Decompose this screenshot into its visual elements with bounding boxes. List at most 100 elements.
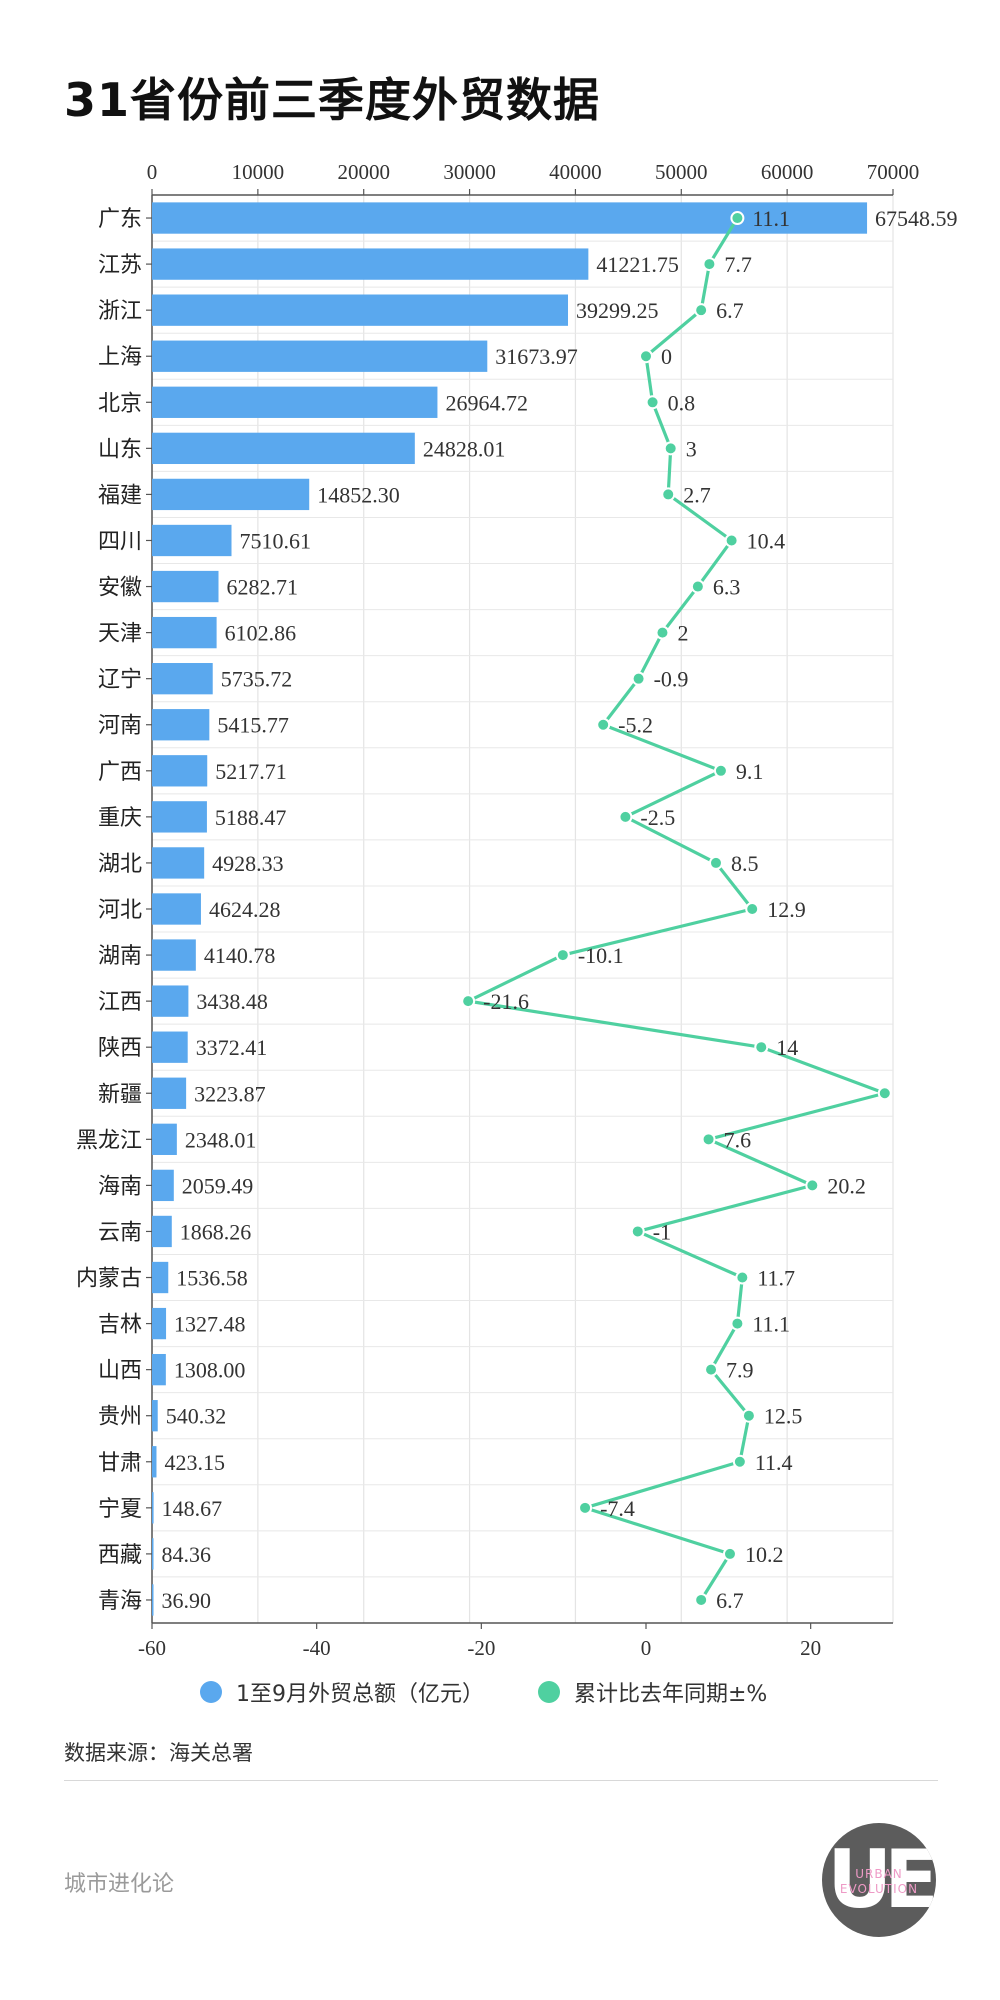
category-label: 山西: [98, 1359, 142, 1384]
bar: [152, 985, 189, 1017]
logo-line2: EVOLUTION: [839, 1882, 919, 1896]
bottom-axis-tick-label: -40: [303, 1636, 331, 1660]
bar-value-label: 3438.48: [196, 989, 268, 1014]
chart-title: 31省份前三季度外贸数据: [64, 73, 601, 127]
top-axis-tick-label: 10000: [232, 160, 285, 184]
bar-value-label: 26964.72: [445, 390, 527, 415]
bar: [152, 939, 196, 971]
category-label: 贵州: [98, 1405, 142, 1430]
category-label: 青海: [98, 1589, 142, 1614]
data-source: 数据来源：海关总署: [64, 1741, 253, 1765]
growth-point: [661, 487, 676, 502]
category-label: 北京: [98, 391, 142, 416]
growth-value-label: 2.7: [683, 482, 711, 507]
bar: [152, 1584, 154, 1616]
growth-point: [655, 625, 670, 640]
growth-value-label: 6.7: [716, 1588, 744, 1613]
growth-value-label: -2.5: [640, 805, 675, 830]
bar: [152, 847, 205, 879]
legend-item-line[interactable]: 累计比去年同期±%: [538, 1676, 767, 1708]
bar-value-label: 1308.00: [174, 1358, 246, 1383]
growth-point: [694, 1592, 709, 1607]
bar-value-label: 4140.78: [204, 943, 276, 968]
category-label: 甘肃: [98, 1451, 142, 1476]
growth-value-label: 7.7: [724, 252, 752, 277]
bar-value-label: 67548.59: [875, 206, 958, 231]
bar: [152, 893, 201, 925]
category-label: 重庆: [98, 806, 142, 831]
bar-value-label: 14852.30: [317, 482, 400, 507]
growth-value-label: -5.2: [618, 713, 653, 738]
category-label: 云南: [98, 1220, 142, 1245]
bar: [152, 248, 589, 280]
growth-point: [724, 533, 739, 548]
growth-point: [630, 1224, 645, 1239]
growth-point: [732, 1454, 747, 1469]
bar-value-label: 5735.72: [221, 667, 292, 692]
category-label: 辽宁: [98, 668, 142, 693]
category-label: 江西: [98, 990, 142, 1015]
logo: UE URBAN EVOLUTION: [822, 1823, 936, 1937]
bottom-axis-tick-label: 20: [800, 1636, 821, 1660]
bar: [152, 1307, 167, 1340]
category-label: 福建: [98, 483, 142, 508]
growth-point: [722, 1546, 737, 1561]
growth-value-label: 12.9: [767, 897, 806, 922]
bar-value-label: 148.67: [162, 1496, 223, 1521]
bar: [152, 524, 232, 557]
growth-point: [555, 948, 570, 963]
growth-value-label: 8.5: [731, 851, 759, 876]
growth-value-label: 0: [661, 344, 672, 369]
category-label: 黑龙江: [76, 1128, 142, 1153]
growth-point: [618, 809, 633, 824]
growth-point: [690, 579, 705, 594]
legend: 1至9月外贸总额（亿元） 累计比去年同期±%: [200, 1676, 821, 1708]
growth-value-label: -0.9: [654, 667, 689, 692]
growth-value-label: 0.8: [668, 390, 696, 415]
growth-value-label: 12.5: [764, 1404, 803, 1429]
category-label: 山东: [98, 437, 142, 462]
top-axis-tick-label: 50000: [655, 160, 708, 184]
category-label: 海南: [98, 1174, 142, 1199]
growth-value-label: 7.6: [724, 1127, 752, 1152]
growth-point: [596, 717, 611, 732]
category-label: 西藏: [98, 1543, 142, 1568]
growth-value-label: -7.4: [600, 1496, 635, 1521]
growth-point: [735, 1270, 750, 1285]
legend-label-bar: 1至9月外贸总额（亿元）: [236, 1682, 484, 1707]
growth-point: [713, 763, 728, 778]
growth-point: [639, 349, 653, 364]
growth-point: [708, 855, 723, 870]
category-label: 陕西: [98, 1036, 142, 1061]
growth-value-label: 7.9: [726, 1358, 754, 1383]
bar: [152, 1492, 154, 1524]
growth-point: [754, 1040, 769, 1055]
bar: [152, 755, 208, 787]
bar: [152, 801, 207, 833]
growth-point: [645, 395, 660, 410]
top-axis-tick-label: 30000: [443, 160, 496, 184]
category-label: 上海: [98, 345, 142, 370]
bottom-axis-tick-label: -20: [467, 1636, 495, 1660]
bar-value-label: 3223.87: [194, 1081, 265, 1106]
top-axis-tick-label: 40000: [549, 160, 602, 184]
growth-point: [805, 1178, 820, 1193]
growth-point: [702, 257, 717, 272]
bar: [152, 1215, 172, 1248]
bar: [152, 1077, 187, 1109]
bar: [152, 1261, 169, 1294]
bar-value-label: 6282.71: [227, 575, 298, 600]
bar-value-label: 2059.49: [182, 1173, 254, 1198]
footer-divider: [64, 1780, 938, 1781]
bar: [152, 1538, 154, 1570]
category-label: 吉林: [98, 1313, 142, 1338]
category-label: 浙江: [98, 299, 142, 324]
bar-value-label: 1868.26: [180, 1219, 252, 1244]
brand-name: 城市进化论: [64, 1872, 175, 1897]
legend-swatch-bar: [200, 1681, 222, 1703]
category-label: 湖南: [98, 944, 142, 969]
legend-item-bar[interactable]: 1至9月外贸总额（亿元）: [200, 1676, 484, 1708]
growth-point: [730, 211, 745, 226]
growth-point: [745, 902, 760, 916]
